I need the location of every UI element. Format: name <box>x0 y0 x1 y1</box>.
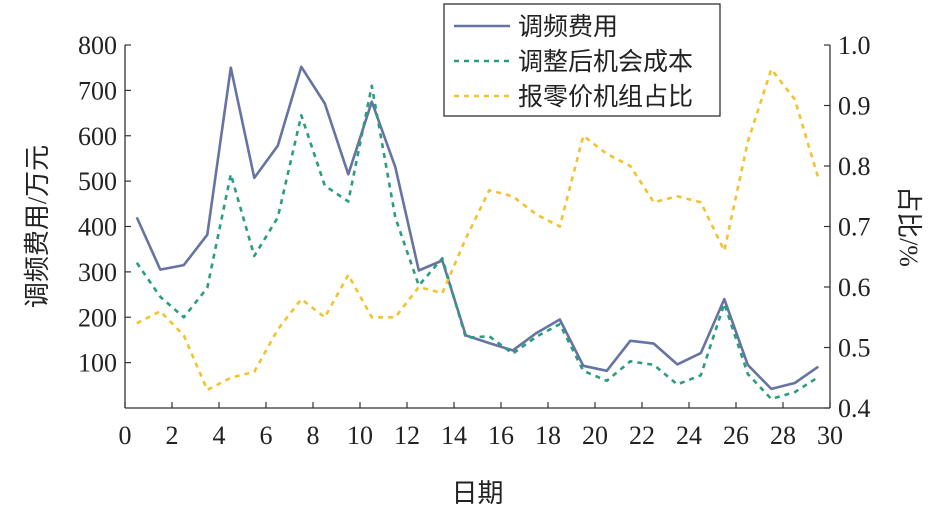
x-tick-label: 8 <box>307 421 320 450</box>
legend-label-1: 调频费用 <box>518 13 618 41</box>
x-tick-label: 10 <box>347 421 373 450</box>
y-tick-label-right: 0.8 <box>838 152 871 181</box>
x-tick-label: 22 <box>629 421 655 450</box>
x-tick-label: 30 <box>817 421 843 450</box>
x-axis-label: 日期 <box>451 479 503 508</box>
y-tick-label-left: 600 <box>78 122 117 151</box>
series-line-2 <box>135 84 819 401</box>
x-tick-label: 26 <box>723 421 749 450</box>
x-tick-label: 0 <box>119 421 132 450</box>
y-tick-label-right: 0.5 <box>838 334 871 363</box>
x-tick-label: 6 <box>260 421 273 450</box>
y-tick-label-right: 0.9 <box>838 92 871 121</box>
x-tick-label: 18 <box>535 421 561 450</box>
series-line-1 <box>135 65 820 391</box>
x-tick-label: 16 <box>488 421 514 450</box>
x-tick-label: 4 <box>213 421 226 450</box>
y-tick-label-left: 500 <box>78 167 117 196</box>
legend-label-2: 调整后机会成本 <box>518 48 693 76</box>
x-tick-label: 28 <box>770 421 796 450</box>
axes: 0 2 4 6 8 10 12 14 16 18 20 22 24 26 28 301002003004005… <box>23 31 923 508</box>
y-tick-label-left: 100 <box>78 349 117 378</box>
x-tick-label: 12 <box>394 421 420 450</box>
y-tick-label-right: 1.0 <box>838 31 871 60</box>
y-tick-label-left: 800 <box>78 31 117 60</box>
y-tick-label-right: 0.4 <box>838 394 871 423</box>
plot-area <box>135 65 820 401</box>
legend-box <box>443 3 721 117</box>
y-tick-label-left: 200 <box>78 303 117 332</box>
y-axis-label-right: 占比/% <box>894 186 923 267</box>
x-tick-label: 20 <box>582 421 608 450</box>
y-tick-label-left: 400 <box>78 213 117 242</box>
y-tick-label-left: 300 <box>78 258 117 287</box>
series-line-3 <box>136 67 820 392</box>
x-tick-label: 14 <box>441 421 467 450</box>
legend-label-3: 报零价机组占比 <box>518 83 693 111</box>
x-tick-label: 24 <box>676 421 702 450</box>
y-tick-label-right: 0.7 <box>838 213 871 242</box>
y-tick-label-left: 700 <box>78 76 117 105</box>
y-axis-label-left: 调频费用/万元 <box>23 145 52 308</box>
x-tick-label: 2 <box>166 421 179 450</box>
y-tick-label-right: 0.6 <box>838 273 871 302</box>
